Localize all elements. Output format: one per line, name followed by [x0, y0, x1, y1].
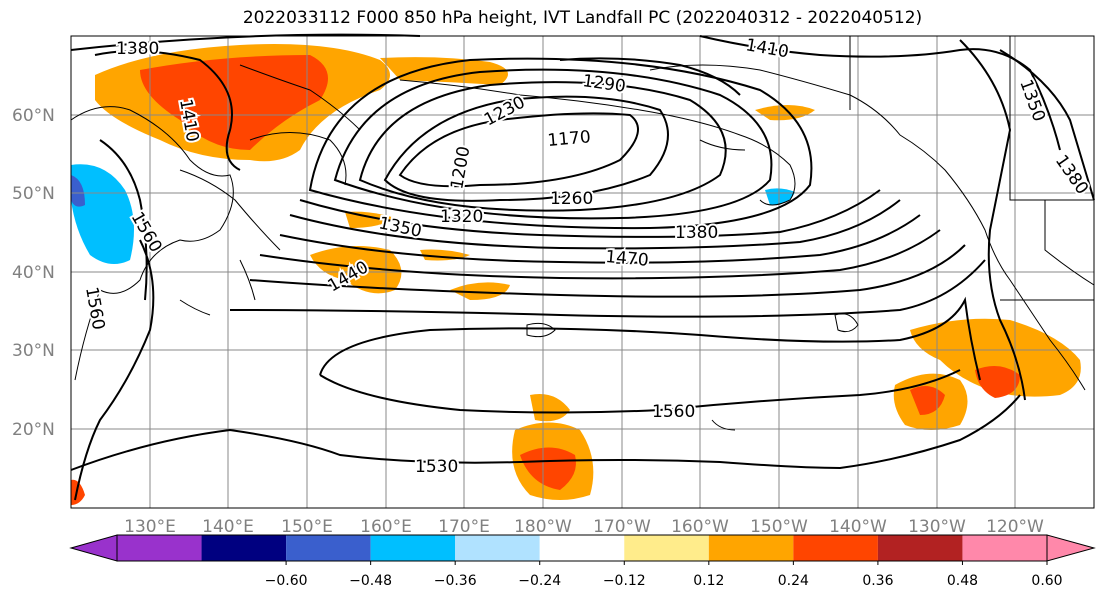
- lat-label: 20°N: [12, 420, 55, 440]
- anomaly-region: [345, 211, 395, 228]
- colorbar-segment: [201, 535, 287, 561]
- lon-label: 170°W: [593, 517, 651, 537]
- lon-label: 130°E: [124, 517, 176, 537]
- anomaly-region: [975, 366, 1020, 398]
- lat-label: 30°N: [12, 341, 55, 361]
- contour-label: 1380: [116, 39, 159, 59]
- contour-label: 1320: [440, 207, 483, 227]
- colorbar-tick-label: 0.36: [862, 573, 893, 589]
- anomaly-region: [450, 282, 510, 300]
- colorbar: −0.60 −0.48 −0.36 −0.24 −0.12 0.12 0.24 0.36 0.4…: [69, 534, 1096, 589]
- colorbar-segment: [286, 535, 371, 561]
- colorbar-extend-min: [69, 534, 118, 562]
- lon-label: 130°W: [908, 517, 966, 537]
- colorbar-tick-label: 0.48: [947, 573, 978, 589]
- lon-label: 120°W: [986, 517, 1044, 537]
- height-contours: [70, 33, 1095, 501]
- colorbar-tick-label: −0.48: [349, 573, 392, 589]
- anomaly-region: [910, 386, 945, 415]
- lat-label: 60°N: [12, 106, 55, 126]
- colorbar-tick-label: 0.12: [693, 573, 724, 589]
- lon-label: 140°W: [829, 517, 887, 537]
- shaded-anomaly-layer: [71, 44, 1081, 505]
- anomaly-region: [71, 175, 85, 207]
- lat-label: 40°N: [12, 263, 55, 283]
- colorbar-segment: [539, 535, 625, 561]
- lon-label: 150°W: [750, 517, 808, 537]
- anomaly-region: [310, 246, 402, 294]
- colorbar-tick-label: 0.24: [778, 573, 809, 589]
- lat-label: 50°N: [12, 184, 55, 204]
- contour-label: 1380: [675, 223, 718, 243]
- colorbar-segment: [877, 535, 963, 561]
- anomaly-region: [140, 55, 328, 150]
- colorbar-border: [116, 534, 1048, 562]
- colorbar-tick-label: −0.24: [518, 573, 561, 589]
- coastlines: [70, 36, 1095, 431]
- contour-label: 1170: [547, 127, 592, 151]
- contour-label: 1530: [415, 457, 458, 477]
- lon-label: 150°E: [281, 517, 333, 537]
- colorbar-tick-label: −0.12: [603, 573, 646, 589]
- anomaly-region: [520, 447, 576, 490]
- anomaly-region: [530, 394, 570, 422]
- map-frame: [70, 35, 1095, 509]
- colorbar-segment: [962, 535, 1047, 561]
- anomaly-region: [910, 318, 1081, 397]
- anomaly-region: [755, 105, 815, 121]
- contour-label: 1260: [550, 189, 593, 209]
- lon-label: 180°W: [514, 517, 572, 537]
- colorbar-tick-label: 0.60: [1031, 573, 1062, 589]
- colorbar-extend-max: [1046, 534, 1096, 562]
- colorbar-segment: [624, 535, 709, 561]
- anomaly-region: [380, 57, 508, 85]
- contour-label: 1470: [605, 247, 650, 271]
- colorbar-segment: [708, 535, 794, 561]
- colorbar-tick-label: −0.36: [434, 573, 477, 589]
- longitude-labels: 130°E 140°E 150°E 160°E 170°E 180°W 170°…: [124, 517, 1044, 537]
- colorbar-segment: [370, 535, 456, 561]
- map-title: 2022033112 F000 850 hPa height, IVT Land…: [242, 8, 923, 28]
- lon-label: 140°E: [202, 517, 254, 537]
- colorbar-segment: [455, 535, 540, 561]
- colorbar-segment: [117, 535, 202, 561]
- lon-label: 160°W: [671, 517, 729, 537]
- latitude-labels: 60°N 50°N 40°N 30°N 20°N: [12, 106, 55, 440]
- colorbar-tick-label: −0.60: [265, 573, 308, 589]
- colorbar-segment: [793, 535, 878, 561]
- lon-label: 170°E: [438, 517, 490, 537]
- anomaly-region: [71, 164, 134, 264]
- contour-label: 1560: [652, 402, 695, 422]
- lon-label: 160°E: [360, 517, 412, 537]
